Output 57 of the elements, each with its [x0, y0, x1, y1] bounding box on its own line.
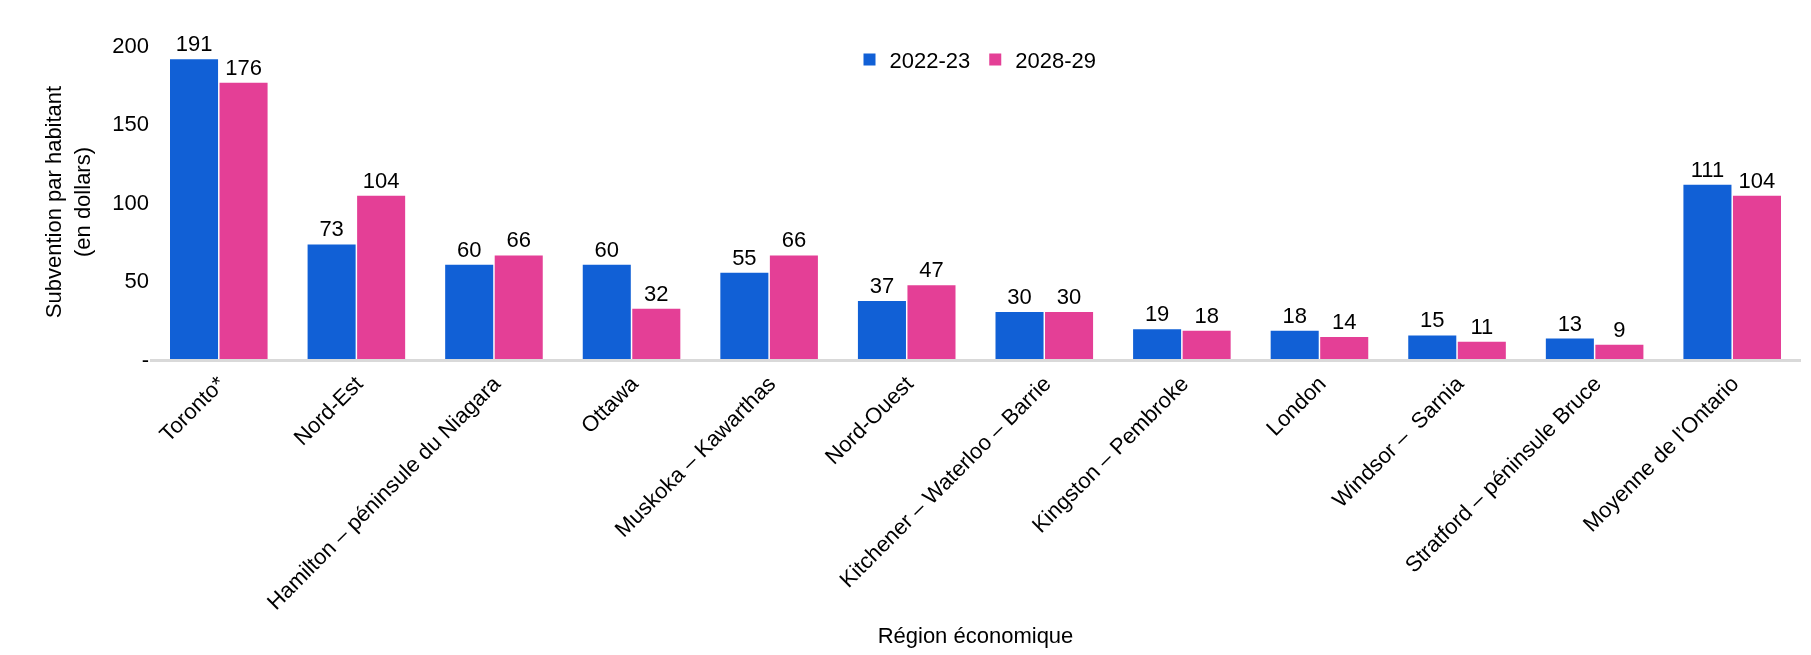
data-label: 30 — [1007, 283, 1032, 309]
data-label: 73 — [319, 216, 344, 242]
bar — [769, 255, 818, 359]
bar — [907, 285, 956, 359]
y-tick-label: - — [141, 346, 149, 372]
data-label: 37 — [869, 272, 895, 298]
bar — [1320, 337, 1369, 359]
data-label: 111 — [1690, 156, 1725, 182]
data-label: 19 — [1144, 301, 1170, 327]
bar — [1683, 184, 1732, 359]
y-axis-title: Subvention par habitant (en dollars) — [41, 85, 96, 319]
data-label: 13 — [1557, 310, 1583, 336]
bar — [1595, 344, 1644, 359]
bar — [582, 264, 631, 359]
data-label: 104 — [1738, 167, 1776, 193]
bar — [857, 300, 906, 359]
data-label: 191 — [175, 31, 213, 57]
bar — [1045, 311, 1094, 359]
legend-label: 2022-23 — [889, 48, 971, 74]
y-tick-label: 50 — [124, 268, 149, 294]
bar — [445, 264, 494, 359]
y-tick-label: 100 — [112, 189, 149, 215]
data-label: 15 — [1420, 307, 1445, 333]
data-label: 18 — [1282, 302, 1307, 328]
bar — [494, 255, 543, 359]
bar — [632, 308, 681, 359]
bar — [1133, 329, 1182, 359]
data-label: 11 — [1470, 313, 1494, 339]
data-label: 60 — [456, 236, 482, 262]
data-label: 66 — [506, 227, 531, 253]
data-label: 30 — [1056, 283, 1082, 309]
data-label: 9 — [1613, 316, 1626, 342]
y-tick-label: 150 — [112, 111, 149, 137]
bar — [995, 311, 1044, 359]
bar — [357, 195, 406, 359]
bar — [1182, 330, 1231, 359]
y-tick-label: 200 — [112, 32, 149, 58]
data-label: 32 — [644, 280, 669, 306]
bar — [1732, 195, 1781, 359]
data-label: 60 — [594, 236, 620, 262]
data-label: 47 — [919, 257, 944, 283]
data-label: 55 — [732, 244, 757, 270]
legend-label: 2028-29 — [1015, 48, 1096, 74]
bar — [307, 244, 356, 359]
x-axis-title: Région économique — [877, 623, 1074, 649]
data-label: 104 — [362, 167, 400, 193]
bar — [1545, 338, 1594, 359]
bar — [1408, 335, 1457, 359]
bar — [170, 59, 219, 359]
bar — [1270, 330, 1319, 359]
bar — [1457, 341, 1506, 359]
data-label: 14 — [1331, 309, 1357, 335]
bar — [219, 82, 268, 359]
bar — [720, 272, 769, 359]
data-label: 176 — [225, 54, 262, 80]
data-label: 18 — [1194, 302, 1219, 328]
data-label: 66 — [781, 227, 807, 253]
